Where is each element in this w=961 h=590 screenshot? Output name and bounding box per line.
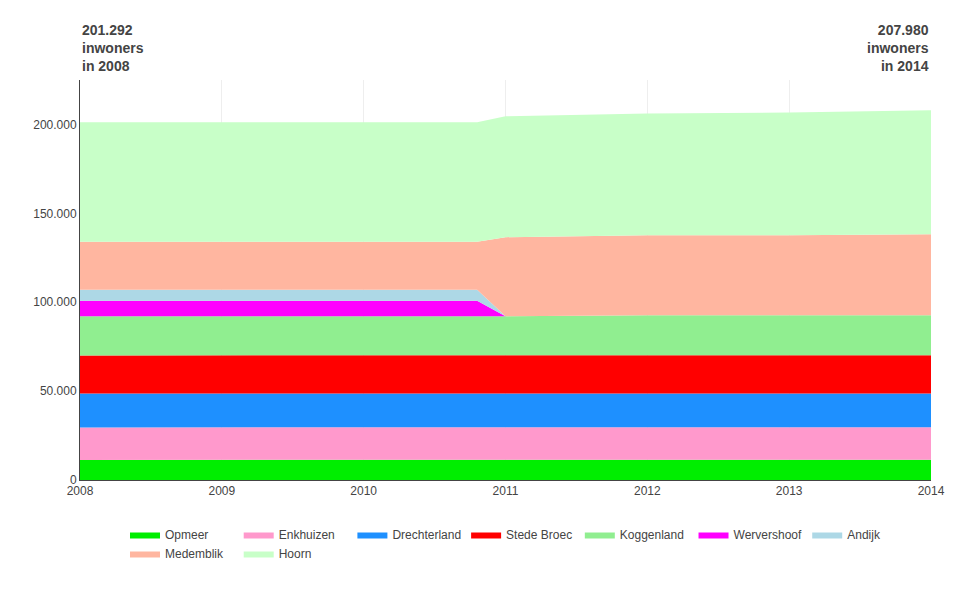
svg-text:Andijk: Andijk	[847, 528, 881, 542]
svg-text:Stede Broec: Stede Broec	[506, 528, 572, 542]
svg-text:200.000: 200.000	[33, 118, 77, 132]
svg-text:2013: 2013	[776, 484, 803, 498]
svg-text:Medemblik: Medemblik	[165, 547, 224, 561]
svg-text:Wervershoof: Wervershoof	[734, 528, 802, 542]
svg-text:0: 0	[70, 473, 77, 487]
svg-text:2014: 2014	[918, 484, 945, 498]
svg-text:2010: 2010	[350, 484, 377, 498]
svg-text:Enkhuizen: Enkhuizen	[279, 528, 335, 542]
svg-text:150.000: 150.000	[33, 207, 77, 221]
svg-text:Drechterland: Drechterland	[392, 528, 461, 542]
svg-text:2011: 2011	[493, 484, 519, 498]
svg-text:Hoorn: Hoorn	[279, 547, 312, 561]
svg-text:Koggenland: Koggenland	[620, 528, 684, 542]
svg-text:Opmeer: Opmeer	[165, 528, 208, 542]
svg-text:100.000: 100.000	[33, 295, 77, 309]
svg-text:2008: 2008	[67, 484, 94, 498]
svg-text:2009: 2009	[208, 484, 235, 498]
svg-text:201.292inwonersin 2008: 201.292inwonersin 2008	[82, 22, 144, 74]
svg-text:2012: 2012	[634, 484, 661, 498]
svg-text:207.980inwonersin 2014: 207.980inwonersin 2014	[867, 22, 929, 74]
svg-text:50.000: 50.000	[40, 384, 77, 398]
